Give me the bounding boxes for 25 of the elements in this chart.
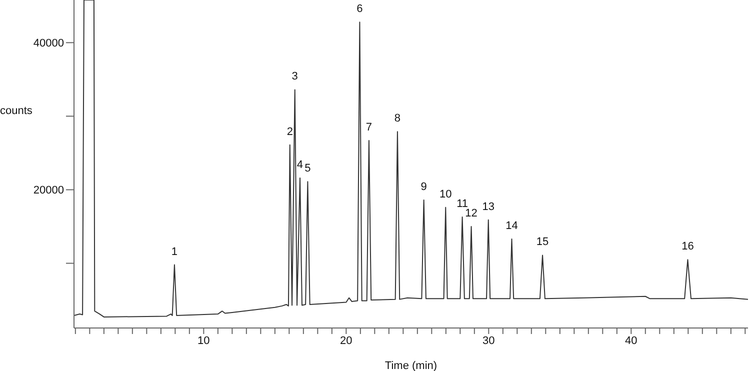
y-tick-label: 40000 (33, 38, 64, 50)
annotation: 16 (682, 240, 694, 253)
annotation: 6 (356, 3, 363, 16)
annotation: 10 (440, 188, 452, 200)
annotation: 12 (465, 208, 478, 220)
annotation: 14 (506, 220, 518, 232)
x-axis-title: Time (min) (384, 360, 438, 371)
annotation: 9 (420, 181, 427, 194)
x-tick-label: 30 (482, 334, 495, 347)
y-tick-label: 20000 (33, 184, 64, 197)
annotation: 2 (286, 126, 293, 138)
x-tick-label: 20 (340, 334, 352, 347)
annotation: 13 (482, 200, 494, 213)
annotation: 1 (171, 246, 178, 258)
annotation: 7 (366, 121, 372, 134)
y-axis-title: counts (0, 105, 32, 117)
annotation: 4 (296, 158, 304, 171)
x-tick-label: 40 (625, 334, 638, 347)
x-tick-label: 10 (198, 334, 210, 347)
line-series (74, 0, 748, 318)
annotation: 11 (456, 198, 468, 210)
annotation: 8 (394, 112, 401, 125)
annotation: 5 (304, 162, 311, 175)
annotation: 15 (536, 236, 549, 248)
annotation: 3 (292, 70, 298, 83)
